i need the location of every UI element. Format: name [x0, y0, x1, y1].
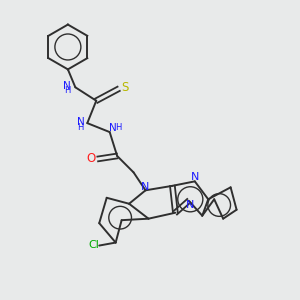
- Text: N: N: [63, 81, 71, 91]
- Text: N: N: [191, 172, 200, 182]
- Text: H: H: [64, 86, 70, 95]
- Text: N: N: [140, 182, 149, 192]
- Text: N: N: [110, 123, 117, 133]
- Text: N: N: [77, 117, 85, 127]
- Text: S: S: [122, 81, 129, 94]
- Text: H: H: [116, 123, 122, 132]
- Text: Cl: Cl: [88, 240, 99, 250]
- Text: H: H: [77, 122, 84, 131]
- Text: N: N: [186, 200, 194, 210]
- Text: O: O: [86, 152, 96, 165]
